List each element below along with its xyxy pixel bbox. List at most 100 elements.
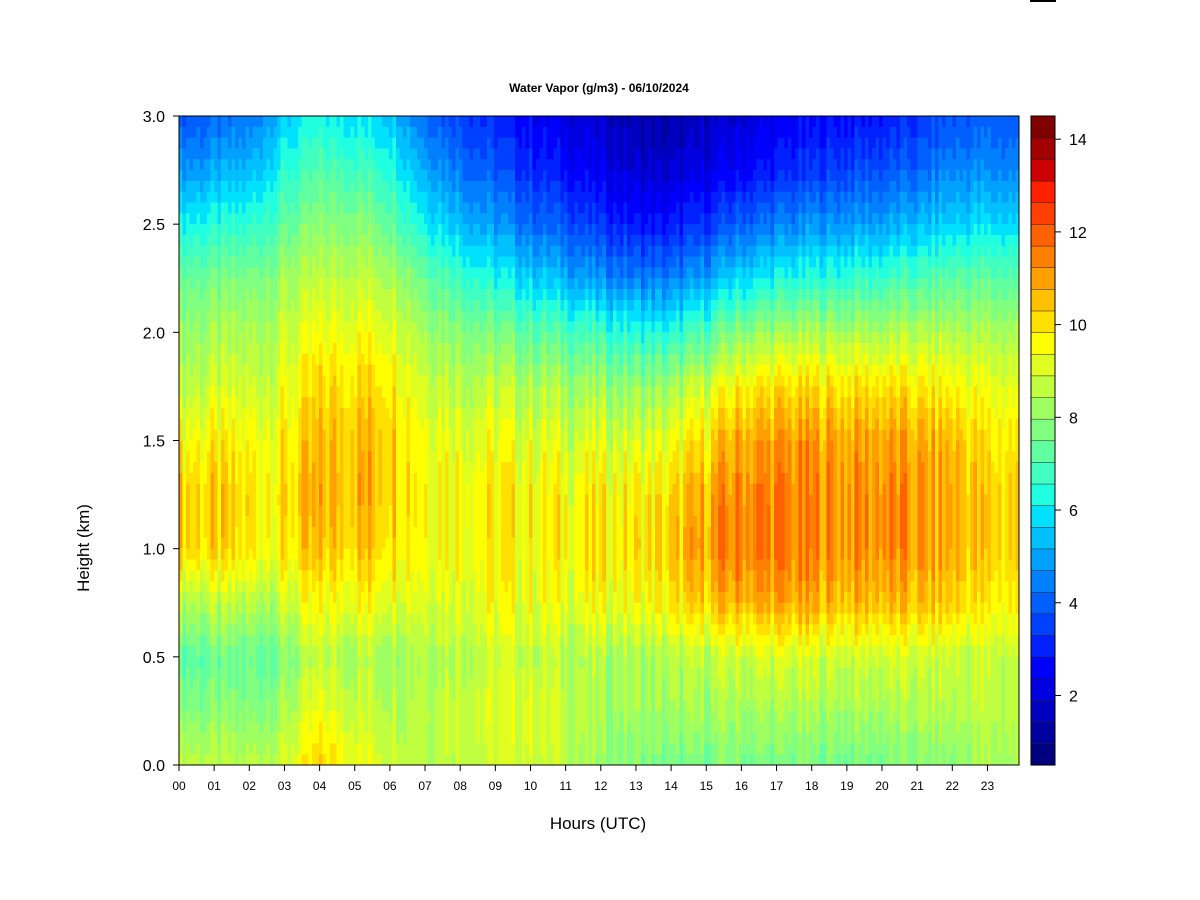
heatmap-cell: [438, 278, 443, 290]
heatmap-cell: [385, 191, 390, 204]
heatmap-cell: [462, 667, 467, 680]
heatmap-cell: [378, 570, 383, 582]
heatmap-cell: [228, 689, 233, 701]
heatmap-cell: [431, 137, 436, 150]
heatmap-cell: [343, 635, 348, 647]
heatmap-cell: [445, 732, 450, 744]
heatmap-cell: [434, 527, 439, 539]
heatmap-cell: [392, 343, 397, 355]
heatmap-cell: [221, 170, 226, 182]
heatmap-cell: [364, 527, 369, 539]
heatmap-cell: [287, 159, 292, 171]
heatmap-cell: [368, 343, 373, 355]
heatmap-cell: [301, 472, 306, 485]
heatmap-cell: [238, 180, 243, 193]
heatmap-cell: [186, 656, 191, 669]
heatmap-cell: [252, 353, 257, 366]
heatmap-cell: [343, 386, 348, 398]
heatmap-cell: [224, 191, 229, 204]
heatmap-cell: [200, 180, 205, 193]
heatmap-cell: [319, 472, 324, 485]
heatmap-cell: [221, 386, 226, 398]
heatmap-cell: [308, 505, 313, 517]
heatmap-cell: [322, 656, 327, 669]
heatmap-cell: [385, 170, 390, 182]
heatmap-cell: [263, 343, 268, 355]
heatmap-cell: [217, 299, 222, 312]
heatmap-cell: [378, 700, 383, 712]
heatmap-cell: [186, 743, 191, 755]
heatmap-cell: [378, 202, 383, 214]
heatmap-cell: [214, 527, 219, 539]
heatmap-cell: [378, 170, 383, 182]
heatmap-cell: [315, 332, 320, 344]
heatmap-cell: [431, 180, 436, 193]
heatmap-cell: [196, 700, 201, 712]
heatmap-cell: [399, 364, 404, 377]
heatmap-cell: [200, 159, 205, 171]
heatmap-cell: [259, 126, 264, 139]
heatmap-cell: [375, 224, 380, 236]
heatmap-cell: [406, 570, 411, 582]
heatmap-cell: [291, 516, 296, 528]
heatmap-cell: [259, 602, 264, 615]
heatmap-cell: [455, 408, 460, 420]
heatmap-cell: [214, 267, 219, 279]
heatmap-cell: [427, 591, 432, 604]
heatmap-cell: [431, 710, 436, 723]
heatmap-cell: [252, 440, 257, 452]
heatmap-cell: [256, 289, 261, 301]
heatmap-cell: [392, 224, 397, 236]
heatmap-cell: [256, 278, 261, 290]
heatmap-cell: [245, 408, 250, 420]
heatmap-cell: [417, 678, 422, 690]
heatmap-cell: [445, 591, 450, 604]
heatmap-cell: [312, 386, 317, 398]
heatmap-cell: [179, 170, 184, 182]
heatmap-cell: [193, 343, 198, 355]
heatmap-cell: [322, 289, 327, 301]
heatmap-cell: [403, 462, 408, 474]
heatmap-cell: [466, 148, 471, 160]
heatmap-cell: [364, 559, 369, 571]
heatmap-cell: [277, 624, 282, 636]
heatmap-cell: [322, 721, 327, 734]
heatmap-cell: [315, 256, 320, 269]
heatmap-cell: [256, 170, 261, 182]
heatmap-cell: [266, 375, 271, 388]
heatmap-cell: [319, 332, 324, 344]
heatmap-cell: [389, 202, 394, 214]
heatmap-cell: [375, 494, 380, 506]
heatmap-cell: [238, 537, 243, 550]
heatmap-cell: [378, 624, 383, 636]
heatmap-cell: [340, 602, 345, 615]
heatmap-cell: [420, 602, 425, 615]
heatmap-cell: [196, 353, 201, 366]
heatmap-cell: [193, 310, 198, 323]
heatmap-cell: [249, 126, 254, 139]
heatmap-cell: [364, 635, 369, 647]
heatmap-cell: [284, 483, 289, 496]
heatmap-cell: [273, 591, 278, 604]
heatmap-cell: [445, 408, 450, 420]
heatmap-cell: [287, 581, 292, 593]
heatmap-cell: [189, 721, 194, 734]
heatmap-cell: [294, 602, 299, 615]
heatmap-cell: [312, 332, 317, 344]
heatmap-cell: [375, 137, 380, 150]
heatmap-cell: [455, 418, 460, 431]
heatmap-cell: [273, 494, 278, 506]
heatmap-cell: [308, 516, 313, 528]
heatmap-cell: [277, 635, 282, 647]
heatmap-cell: [193, 602, 198, 615]
heatmap-cell: [445, 234, 450, 247]
heatmap-cell: [249, 116, 254, 128]
heatmap-cell: [378, 516, 383, 528]
heatmap-cell: [273, 754, 278, 765]
heatmap-cell: [186, 505, 191, 517]
heatmap-cell: [315, 656, 320, 669]
heatmap-cell: [371, 364, 376, 377]
heatmap-cell: [322, 116, 327, 128]
heatmap-cell: [431, 689, 436, 701]
heatmap-cell: [280, 256, 285, 269]
